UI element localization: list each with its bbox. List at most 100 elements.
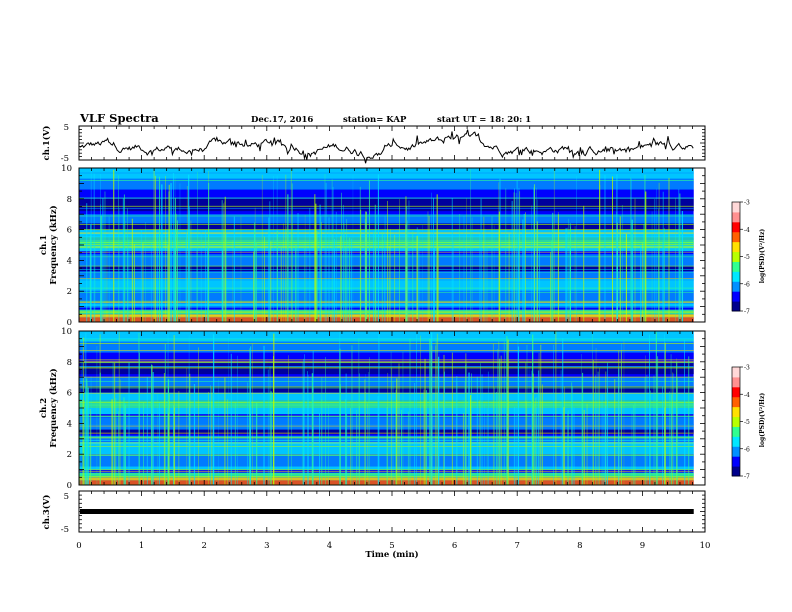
frequency-band (79, 237, 694, 245)
time-tick-label: 7 (514, 541, 519, 551)
time-tick-label: 6 (452, 541, 457, 551)
ch2-colorbar-label: log(PSD)(V²/Hz) (759, 393, 766, 448)
frequency-band (79, 429, 694, 435)
colorbar-segment (732, 396, 740, 408)
frequency-band (79, 266, 694, 272)
colorbar-tick-label: -4 (744, 392, 750, 399)
colorbar-tick-label: -3 (744, 200, 750, 207)
frequency-band (79, 223, 694, 230)
colorbar-segment (732, 231, 740, 243)
colorbar-segment (732, 466, 740, 477)
frequency-tick-label: 8 (67, 195, 72, 205)
figure-title: VLF Spectra (79, 111, 159, 125)
colorbar-tick-label: -3 (744, 365, 750, 372)
frequency-band (79, 331, 694, 342)
colorbar-segment (732, 376, 740, 388)
frequency-band (79, 392, 694, 401)
ch1-spectrogram-image (78, 168, 705, 322)
colorbar-tick-label: -5 (744, 254, 750, 261)
frequency-band (79, 454, 694, 467)
frequency-band (79, 441, 694, 455)
frequency-band (79, 214, 694, 224)
frequency-tick-label: 2 (67, 450, 72, 460)
frequency-band (79, 480, 694, 485)
colorbar-segment (732, 436, 740, 447)
frequency-tick-label: 6 (67, 226, 72, 236)
colorbar-segment (732, 281, 740, 292)
colorbar-segment (732, 301, 740, 312)
ch3-waveform-ytick-top: 5 (64, 492, 69, 502)
frequency-tick-label: 8 (67, 358, 72, 368)
frequency-tick-label: 0 (67, 481, 72, 491)
frequency-tick-label: 6 (67, 389, 72, 399)
time-tick-label: 3 (264, 541, 269, 551)
date-label: Dec.17, 2016 (251, 115, 313, 125)
ch1-spectrogram-yticklabels: 0 2 4 6 8 10 (61, 164, 72, 328)
ch1-waveform-line (79, 129, 694, 164)
ch2-spectrogram-ylabel-frequency: Frequency (kHz) (48, 368, 59, 447)
frequency-band (79, 198, 694, 212)
time-tick-label: 4 (327, 541, 332, 551)
colorbar-segment (732, 406, 740, 418)
frequency-band (79, 168, 694, 179)
ch1-waveform-ticks (78, 125, 706, 161)
colorbar-segment (732, 386, 740, 398)
frequency-band (79, 317, 694, 322)
ch2-spectrogram-yticklabels: 0 2 4 6 8 10 (61, 327, 72, 491)
colorbar-segment (732, 456, 740, 467)
ch3-waveform-ytick-bottom: -5 (61, 525, 69, 535)
ch1-waveform-ytick-bottom: -5 (61, 154, 69, 164)
frequency-band (79, 472, 694, 478)
colorbar-segment (732, 211, 740, 223)
frequency-tick-label: 4 (67, 256, 72, 266)
colorbar-segment (732, 291, 740, 302)
frequency-band (79, 435, 694, 442)
time-tick-label: 5 (389, 541, 394, 551)
colorbar-tick-label: -6 (744, 446, 750, 453)
time-tick-label: 0 (76, 541, 81, 551)
ch2-colorbar: -3 -4 -5 -6 -7 (731, 365, 750, 481)
frequency-tick-label: 10 (61, 327, 72, 337)
frequency-band (79, 189, 694, 199)
colorbar-tick-label: -5 (744, 419, 750, 426)
frequency-band (79, 314, 694, 318)
frequency-tick-label: 2 (67, 287, 72, 297)
spectrogram-no-data (693, 168, 705, 322)
colorbar-segment (732, 367, 740, 378)
frequency-band (79, 417, 694, 430)
colorbar-tick-label: -7 (744, 474, 750, 481)
frequency-band (79, 303, 694, 307)
spectrogram-no-data (693, 331, 705, 485)
ch3-waveform-panel: 5 -5 ch.3(V) 0 1 2 3 4 5 6 7 8 9 10 Time (min) (41, 490, 710, 560)
colorbar-tick-label: -6 (744, 281, 750, 288)
frequency-band (79, 386, 694, 393)
ch1-waveform-ytick-top: 5 (64, 123, 69, 133)
ch2-spectrogram-ylabel-channel: ch.2 (39, 398, 49, 418)
ch1-spectrogram-ylabel-frequency: Frequency (kHz) (48, 205, 59, 284)
colorbar-segment (732, 202, 740, 213)
time-axis-label: Time (min) (365, 549, 418, 560)
time-tick-label: 1 (139, 541, 144, 551)
colorbar-segment (732, 251, 740, 262)
frequency-band (79, 254, 694, 267)
ch1-waveform-panel: 5 -5 ch.1(V) (41, 123, 706, 164)
time-tick-label: 8 (577, 541, 582, 551)
colorbar-segment (732, 416, 740, 427)
frequency-band (79, 400, 694, 408)
ch2-spectrogram-image (79, 331, 705, 486)
colorbar-tick-label: -4 (744, 227, 750, 234)
ch1-colorbar: -3 -4 -5 -6 -7 (731, 200, 750, 316)
ch1-colorbar-label: log(PSD)(V²/Hz) (759, 229, 766, 284)
frequency-band (79, 178, 694, 190)
station-label: station= KAP (343, 115, 407, 125)
frequency-band (79, 477, 694, 481)
time-axis-ticklabels: 0 1 2 3 4 5 6 7 8 9 10 (76, 541, 710, 551)
time-tick-label: 9 (640, 541, 645, 551)
colorbar-segment (732, 271, 740, 282)
colorbar-segment (732, 241, 740, 253)
time-tick-label: 2 (201, 541, 206, 551)
frequency-band (79, 291, 694, 304)
